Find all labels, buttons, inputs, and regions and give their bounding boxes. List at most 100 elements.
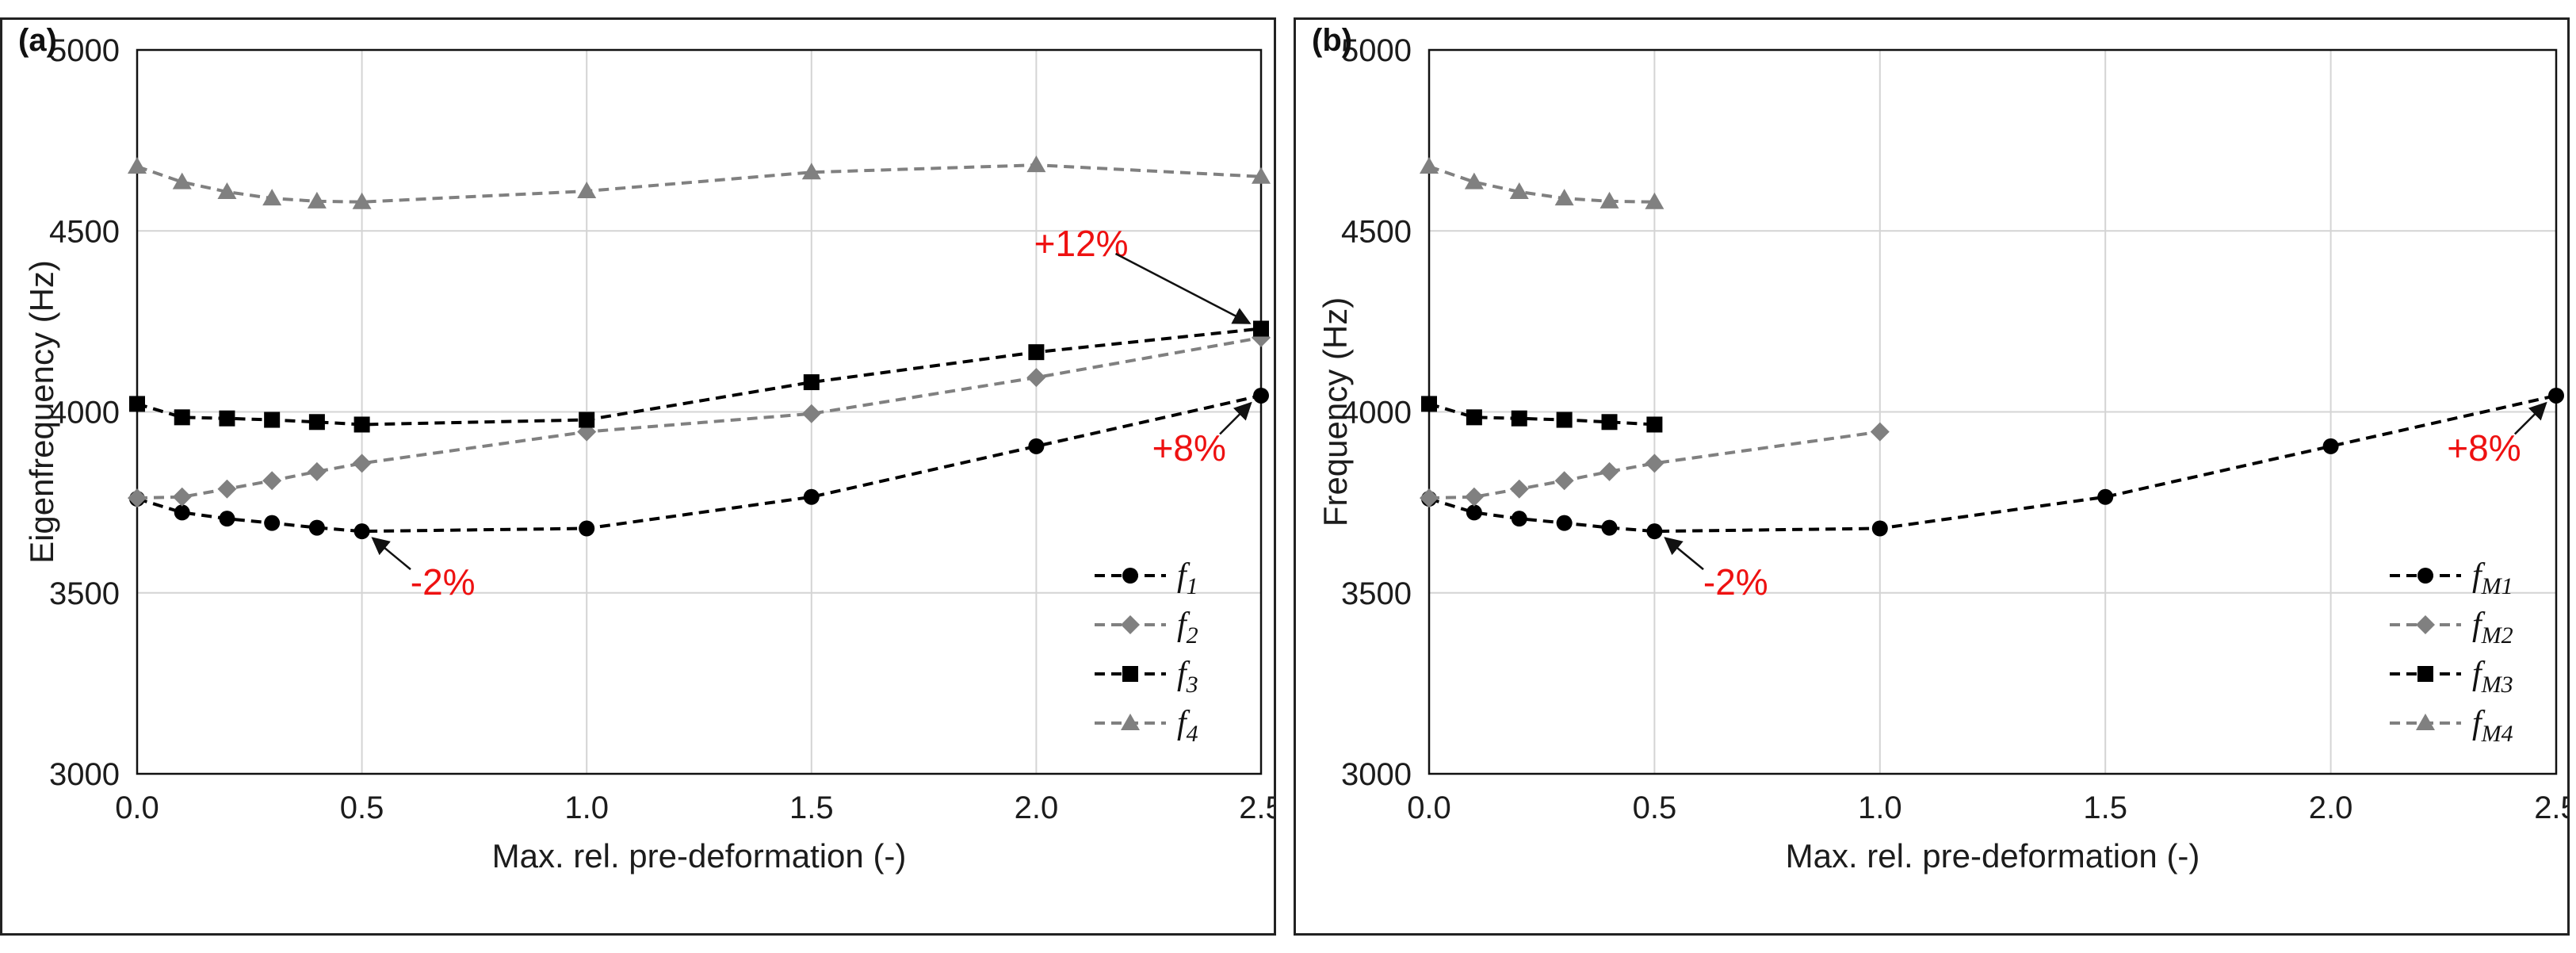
- data-point: [1420, 488, 1439, 508]
- data-point: [1511, 410, 1527, 427]
- series-line: [1428, 402, 1655, 427]
- data-point: [2097, 488, 2114, 505]
- legend-label: f1: [1177, 557, 1198, 599]
- series-fm2: [1420, 422, 1890, 508]
- data-point: [1870, 422, 1890, 442]
- annotation: +12%: [1034, 223, 1252, 324]
- legend-item: f2: [1095, 607, 1198, 649]
- legend-item: fM3: [2390, 656, 2513, 698]
- chart-panel-b: (b) 0.0 0.5 1.0 1.5 2.0 2.5 3000 3500 4000 4500 50…: [1294, 17, 2570, 936]
- annotation-arrow: [1219, 401, 1252, 435]
- legend-item: fM2: [2390, 607, 2513, 649]
- data-point: [1871, 520, 1888, 537]
- data-point: [2548, 387, 2564, 404]
- y-tick-label: 5000: [1341, 33, 1412, 68]
- data-point: [308, 414, 325, 431]
- x-axis-ticks: 0.0 0.5 1.0 1.5 2.0 2.5: [1407, 790, 2567, 825]
- annotation-label: +12%: [1034, 223, 1129, 264]
- data-point: [1509, 479, 1529, 499]
- series-fm4: [1420, 156, 1664, 209]
- series-f2: [128, 327, 1271, 508]
- data-point: [1026, 368, 1046, 388]
- data-point: [1601, 519, 1618, 536]
- y-axis-title: Frequency (Hz): [1317, 297, 1354, 526]
- legend-label-subscript: M1: [2481, 573, 2513, 599]
- x-tick-label: 0.5: [1633, 790, 1677, 825]
- gridlines: [1428, 49, 2557, 775]
- x-tick-label: 1.5: [2083, 790, 2127, 825]
- data-point: [1466, 504, 1482, 521]
- y-tick-label: 4500: [49, 214, 120, 249]
- plot-area-frame: [136, 48, 1263, 775]
- legend-item: fM4: [2390, 705, 2513, 747]
- data-point: [1645, 454, 1664, 473]
- data-point: [172, 172, 192, 189]
- data-point: [1599, 191, 1619, 209]
- data-point: [1466, 409, 1482, 426]
- annotation-label: +8%: [1152, 427, 1226, 469]
- plot-area-frame: [1428, 48, 2558, 775]
- data-point: [1253, 320, 1269, 337]
- legend-label: fM2: [2472, 607, 2513, 649]
- data-point: [1026, 155, 1046, 173]
- y-tick-label: 4500: [1341, 214, 1412, 249]
- data-point: [217, 479, 237, 499]
- data-point: [129, 396, 145, 412]
- x-tick-label: 1.5: [789, 790, 834, 825]
- legend-marker: [2417, 568, 2433, 584]
- legend-label-subscript: 2: [1187, 622, 1198, 649]
- legend-label: f4: [1177, 705, 1198, 747]
- legend-label: fM3: [2472, 656, 2513, 698]
- legend-label: fM1: [2472, 557, 2513, 599]
- y-axis-ticks: 3000 3500 4000 4500 5000: [49, 33, 120, 792]
- series-fm1: [1421, 387, 2564, 540]
- data-point: [1420, 156, 1439, 174]
- legend-label-subscript: M4: [2481, 721, 2513, 747]
- data-point: [1028, 438, 1045, 454]
- x-tick-label: 2.0: [1015, 790, 1059, 825]
- y-tick-label: 4000: [49, 396, 120, 431]
- gridlines: [136, 49, 1262, 775]
- data-point: [803, 374, 820, 391]
- data-point: [174, 409, 190, 426]
- data-point: [1511, 511, 1527, 527]
- annotation: +8%: [1152, 401, 1252, 469]
- data-point: [174, 504, 190, 521]
- series-line: [1428, 165, 1655, 204]
- data-point: [1554, 471, 1574, 491]
- data-point: [172, 487, 192, 507]
- data-point: [801, 404, 821, 423]
- data-point: [1421, 396, 1437, 412]
- data-point: [307, 461, 327, 481]
- annotation-label: +8%: [2447, 427, 2521, 469]
- x-tick-label: 0.0: [1407, 790, 1451, 825]
- legend-item: f3: [1095, 656, 1198, 698]
- data-point: [1556, 411, 1573, 428]
- series-f1: [129, 387, 1269, 540]
- x-tick-label: 0.5: [340, 790, 384, 825]
- data-point: [803, 488, 820, 505]
- series-fm3: [1421, 396, 1663, 433]
- legend-marker: [2416, 714, 2435, 730]
- series-line: [136, 327, 1262, 427]
- y-tick-label: 3000: [49, 757, 120, 792]
- annotation: -2%: [371, 537, 476, 603]
- legend: fM1 fM2 fM3 fM4: [2390, 557, 2513, 747]
- legend-label-subscript: 1: [1187, 573, 1198, 599]
- series-line: [136, 394, 1262, 534]
- x-tick-label: 2.0: [2309, 790, 2353, 825]
- data-point: [1509, 182, 1529, 199]
- annotation-arrow: [1114, 252, 1252, 324]
- annotation: +8%: [2447, 401, 2547, 469]
- y-tick-label: 5000: [49, 33, 120, 68]
- data-point: [1646, 523, 1663, 540]
- y-axis-ticks: 3000 3500 4000 4500 5000: [1341, 33, 1412, 792]
- data-point: [579, 520, 595, 537]
- y-tick-label: 3500: [49, 576, 120, 611]
- series-line: [1428, 394, 2557, 534]
- data-point: [1645, 192, 1664, 209]
- legend-marker: [1121, 714, 1140, 730]
- data-point: [262, 471, 282, 491]
- y-tick-label: 3500: [1341, 576, 1412, 611]
- data-point: [217, 182, 237, 199]
